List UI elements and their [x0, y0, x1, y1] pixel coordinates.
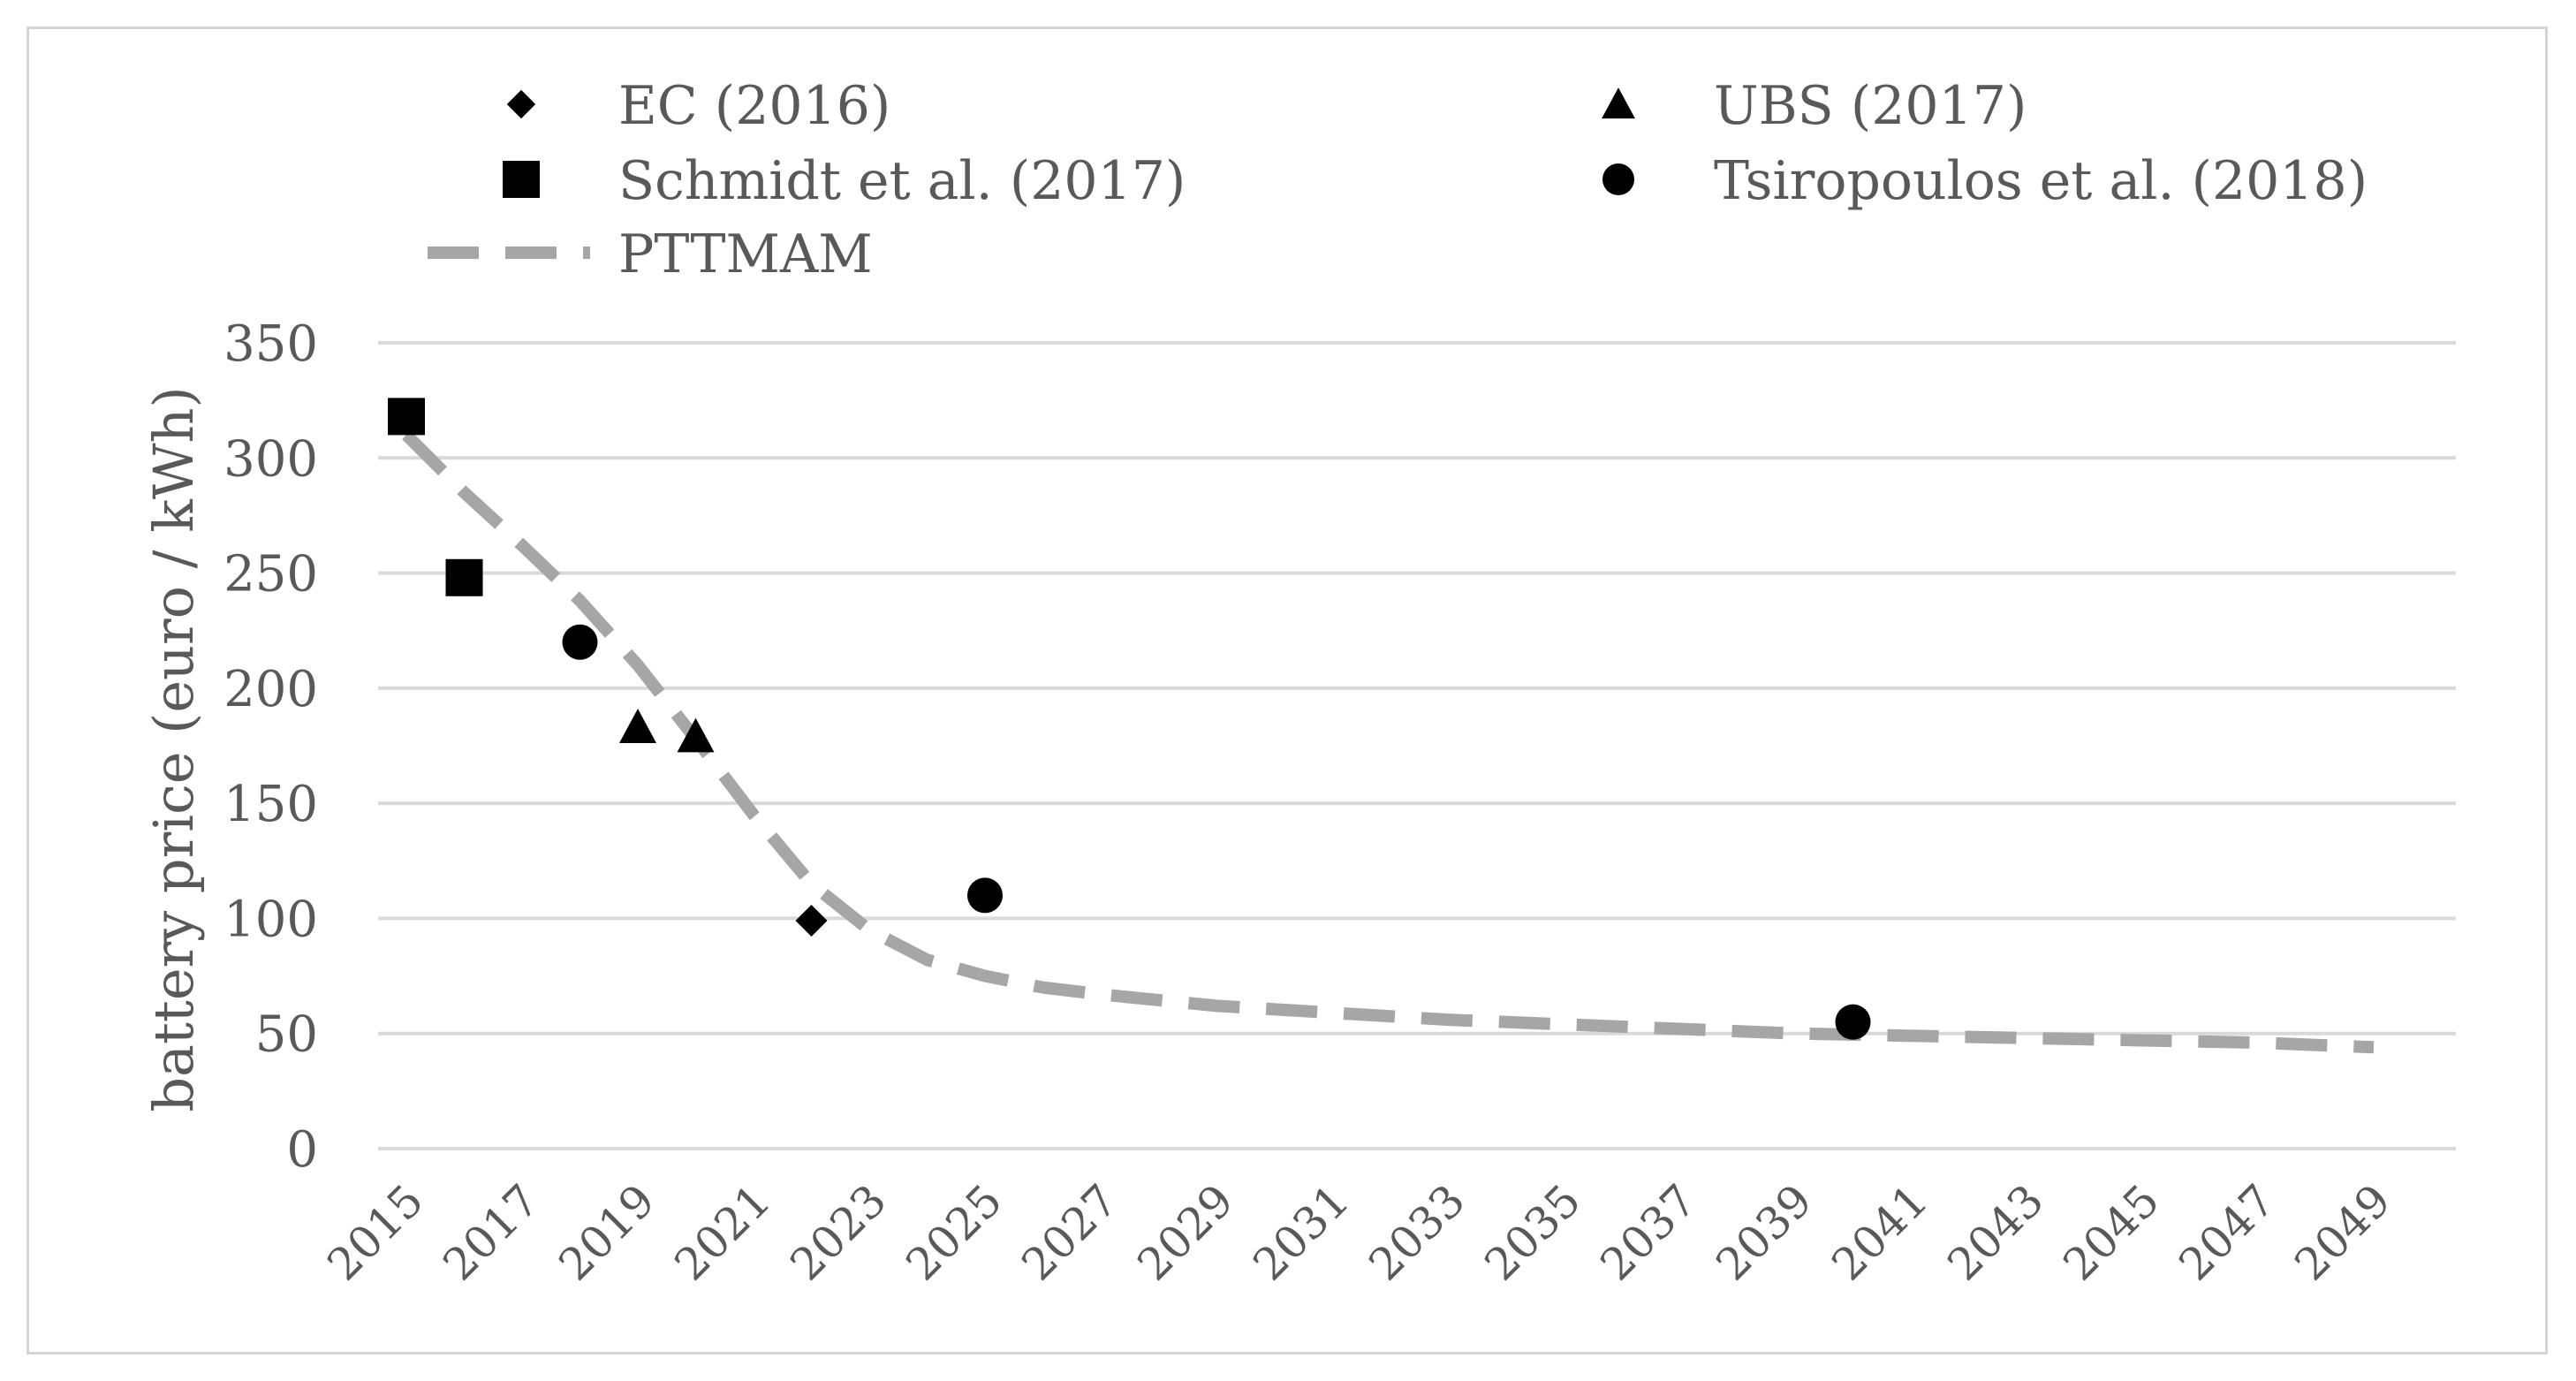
- data-point-circle-2018: [562, 624, 598, 660]
- gridlines: [378, 341, 2456, 1150]
- x-tick-label-2031: 2031: [1243, 1174, 1359, 1290]
- y-tick-label-0: 0: [286, 1121, 318, 1179]
- y-axis-label: battery price (euro / kWh): [141, 386, 206, 1112]
- x-tick-label-2039: 2039: [1706, 1174, 1822, 1290]
- x-tick-label-2033: 2033: [1359, 1174, 1474, 1290]
- y-tick-label-350: 350: [224, 315, 318, 373]
- x-tick-label-2049: 2049: [2284, 1174, 2400, 1290]
- legend-entry-1: UBS (2017): [1602, 75, 2027, 137]
- x-tick-label-2043: 2043: [1937, 1174, 2053, 1290]
- data-point-diamond-2022: [795, 905, 828, 937]
- x-tick-label-2027: 2027: [1011, 1174, 1127, 1290]
- legend-swatch-triangle: [1602, 87, 1635, 119]
- legend-entry-2: Schmidt et al. (2017): [503, 150, 1186, 212]
- data-point-circle-2025: [967, 877, 1003, 914]
- legend-swatch-square: [503, 161, 540, 198]
- pttmam-trend-line: [402, 430, 2375, 1054]
- x-tick-label-2015: 2015: [317, 1174, 433, 1290]
- legend-entry-0: EC (2016): [506, 75, 890, 137]
- data-point-square-2016: [445, 558, 483, 596]
- data-point-triangle-2020: [677, 717, 715, 753]
- legend-swatch-circle: [1602, 163, 1634, 195]
- x-tick-label-2041: 2041: [1822, 1174, 1937, 1290]
- trend-line-layer: [402, 430, 2375, 1054]
- x-tick-label-2029: 2029: [1127, 1174, 1243, 1290]
- x-tick-label-2035: 2035: [1474, 1174, 1590, 1290]
- legend-label: PTTMAM: [618, 224, 873, 285]
- y-tick-label-200: 200: [224, 661, 318, 718]
- legend-entry-3: Tsiropoulos et al. (2018): [1602, 150, 2368, 212]
- legend-label: EC (2016): [618, 75, 890, 137]
- data-point-triangle-2019: [619, 709, 656, 744]
- x-tick-label-2019: 2019: [549, 1174, 664, 1290]
- x-tick-label-2037: 2037: [1590, 1174, 1706, 1290]
- legend-label: UBS (2017): [1714, 75, 2027, 137]
- legend-swatch-diamond: [506, 89, 536, 119]
- x-axis-ticks: 2015 2017 2019 2021 2023 2025 2027 2029 2031 2033…: [317, 1174, 2400, 1290]
- data-point-circle-2040: [1835, 1004, 1871, 1040]
- legend: EC (2016) UBS (2017) Schmidt et al. (2017)…: [428, 75, 2368, 285]
- markers-layer: [388, 398, 1871, 1040]
- y-axis-ticks: 0 50 100 150 200 250 300 350: [224, 315, 318, 1179]
- y-tick-label-300: 300: [224, 430, 318, 488]
- y-tick-label-50: 50: [255, 1006, 318, 1064]
- x-tick-label-2047: 2047: [2169, 1174, 2284, 1290]
- y-tick-label-250: 250: [224, 546, 318, 603]
- legend-entry-4: PTTMAM: [428, 224, 873, 285]
- x-tick-label-2023: 2023: [780, 1174, 896, 1290]
- legend-label: Tsiropoulos et al. (2018): [1714, 150, 2368, 212]
- x-tick-label-2021: 2021: [664, 1174, 780, 1290]
- x-tick-label-2025: 2025: [896, 1174, 1011, 1290]
- y-tick-label-100: 100: [224, 891, 318, 948]
- y-tick-label-150: 150: [224, 776, 318, 833]
- x-tick-label-2017: 2017: [433, 1174, 549, 1290]
- x-tick-label-2045: 2045: [2053, 1174, 2169, 1290]
- legend-label: Schmidt et al. (2017): [618, 150, 1186, 212]
- data-point-square-2015: [388, 398, 425, 436]
